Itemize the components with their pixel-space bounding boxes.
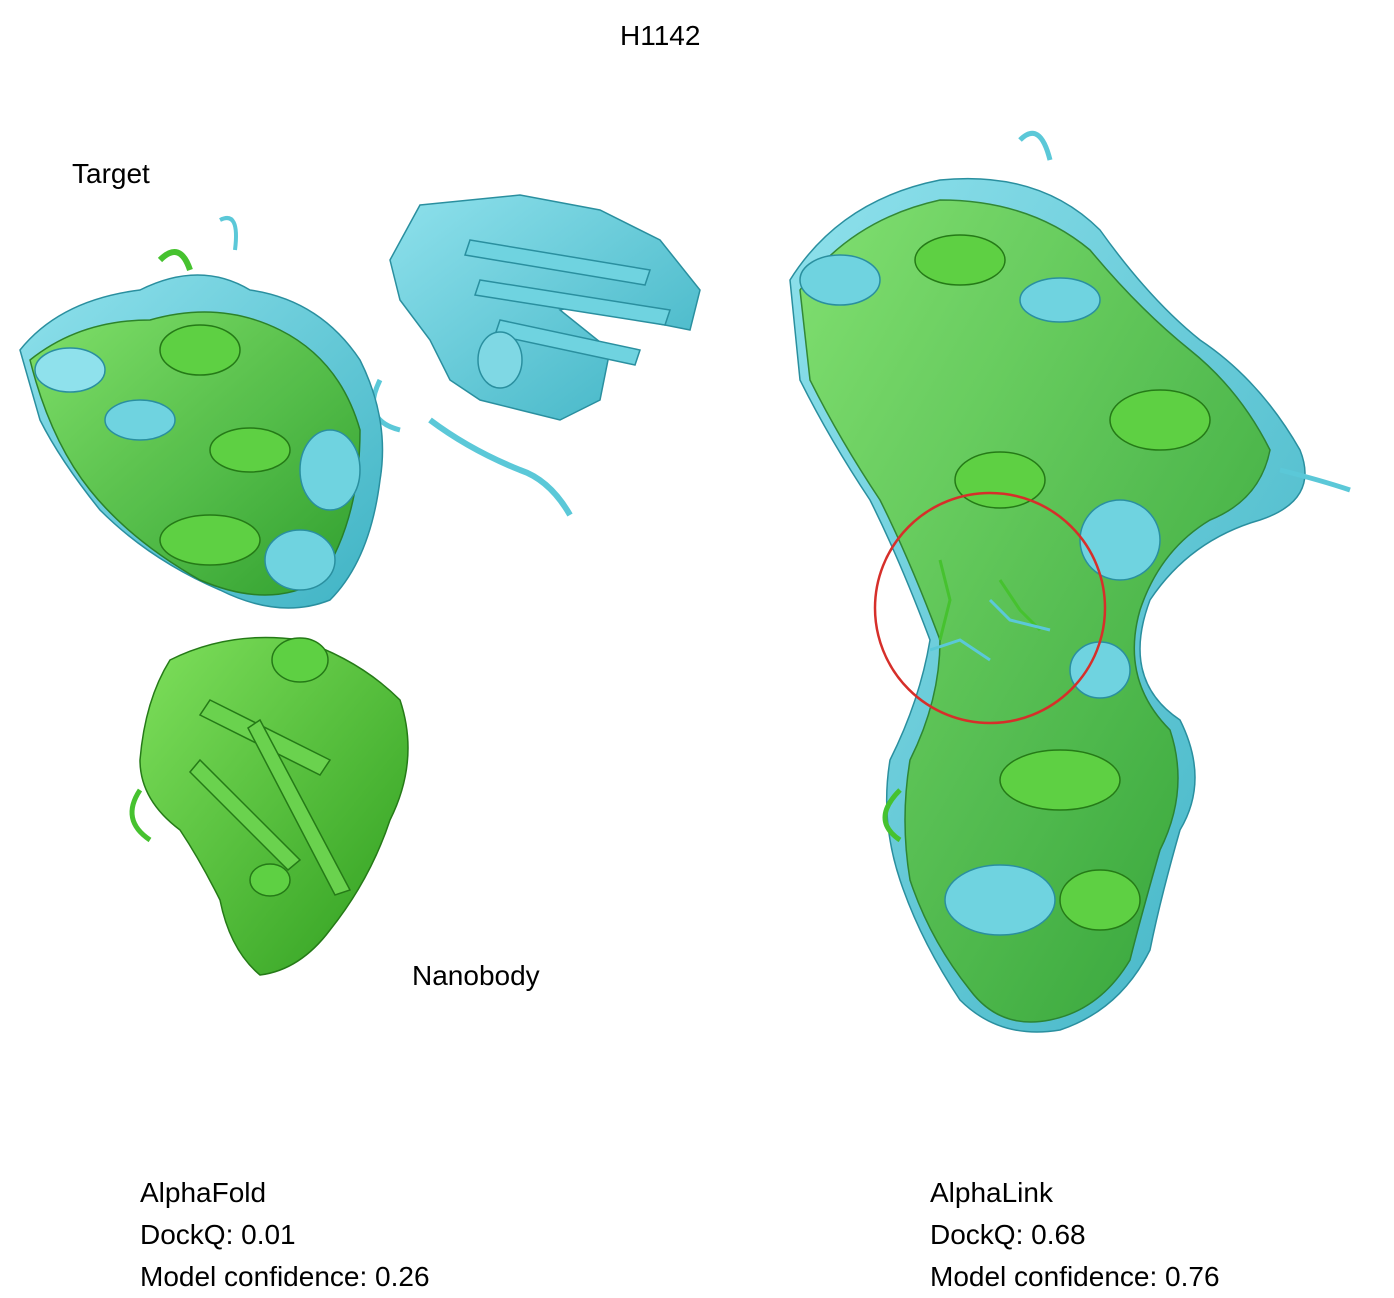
alphalink-caption: AlphaLink DockQ: 0.68 Model confidence: … (930, 1172, 1220, 1298)
target-domain-overlay (19, 216, 384, 609)
aligned-complex-overlay (789, 130, 1351, 1033)
interface-highlight-circle (873, 491, 1107, 725)
method-name: AlphaFold (140, 1177, 267, 1208)
alphalink-structure (789, 130, 1351, 1033)
target-label: Target (72, 158, 150, 189)
nanobody-label: Nanobody (412, 960, 540, 991)
model-confidence: Model confidence: 0.26 (140, 1261, 430, 1292)
reference-nanobody-cyan (370, 194, 701, 517)
alphafold-structure (19, 194, 701, 976)
alphafold-caption: AlphaFold DockQ: 0.01 Model confidence: … (140, 1172, 430, 1298)
protein-structures-illustration (19, 130, 1351, 1033)
method-name: AlphaLink (930, 1177, 1053, 1208)
dockq-score: DockQ: 0.68 (930, 1219, 1086, 1250)
figure-title: H1142 (620, 20, 701, 51)
model-nanobody-green (129, 636, 409, 976)
dockq-score: DockQ: 0.01 (140, 1219, 296, 1250)
model-confidence: Model confidence: 0.76 (930, 1261, 1220, 1292)
